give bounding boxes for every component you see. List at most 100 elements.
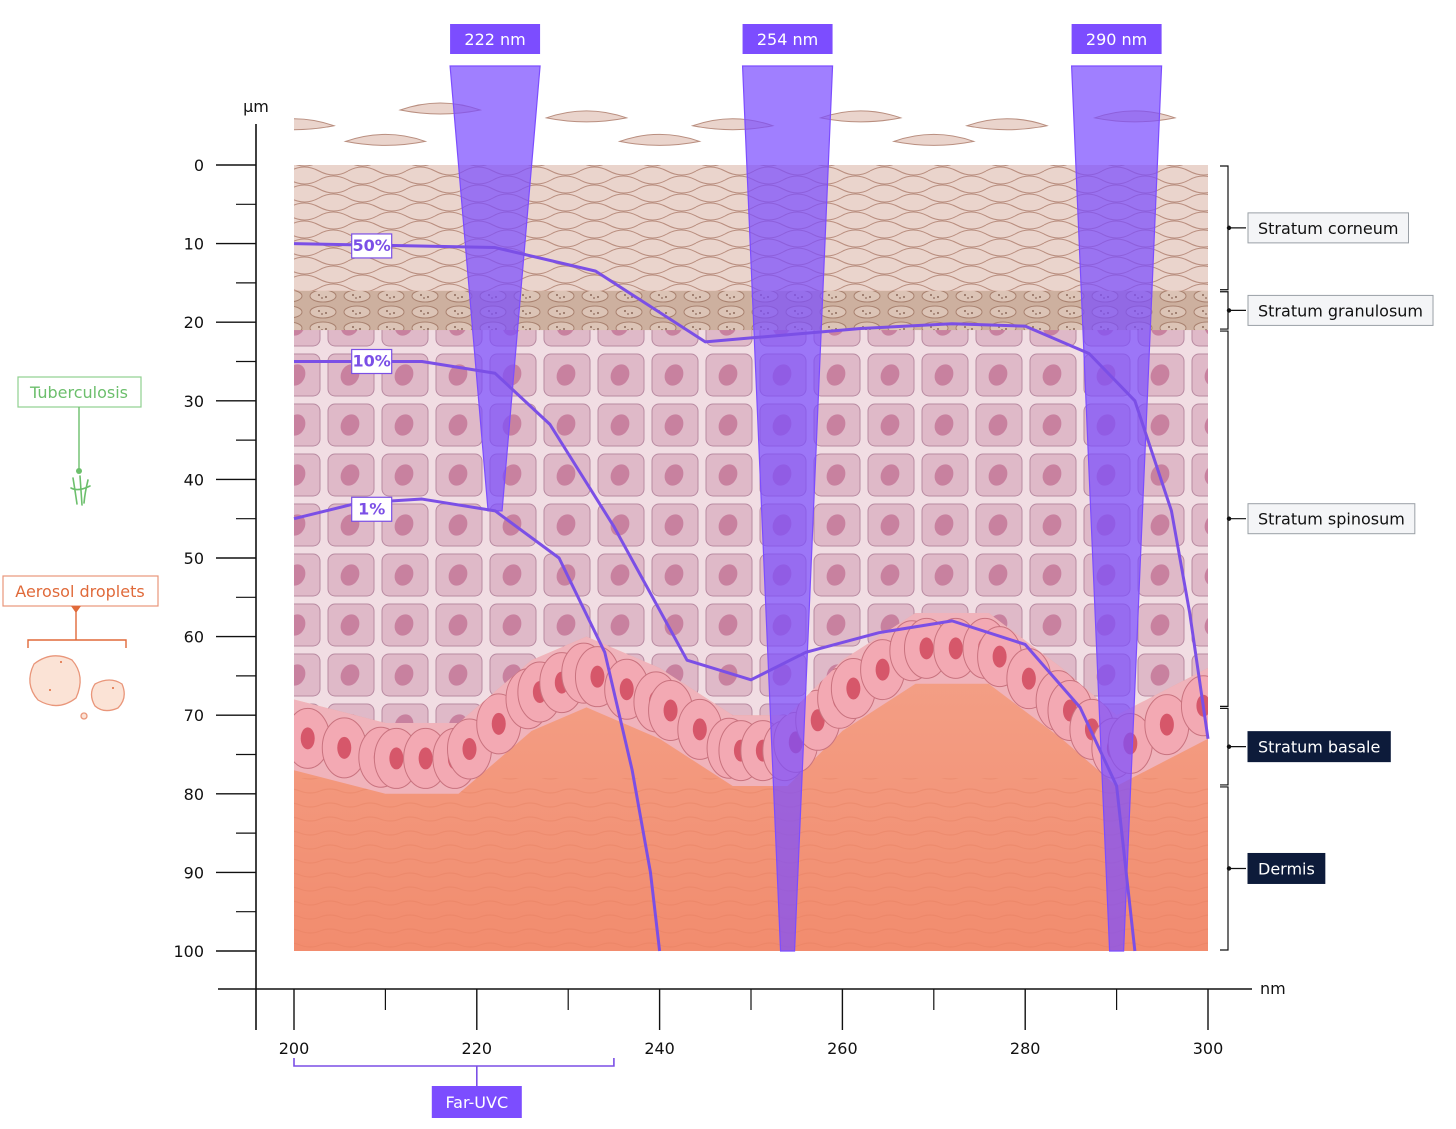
layer-stratum-basale: Stratum basale	[1220, 707, 1391, 786]
far-uvc-label-box	[431, 1086, 522, 1118]
x-tick-label: 280	[1010, 1039, 1041, 1058]
basal-cell-nucleus	[1021, 667, 1036, 690]
tuberculosis-connector-dot	[76, 468, 82, 474]
basal-cell-nucleus	[491, 712, 506, 735]
y-tick-label: 0	[194, 156, 204, 175]
aerosol-connector	[27, 606, 127, 648]
beam-label-box	[1071, 24, 1162, 54]
layer-label-box	[1247, 852, 1326, 884]
beam-label: 290 nm	[1086, 30, 1147, 49]
x-tick-label: 300	[1193, 1039, 1224, 1058]
layer-label-box	[1247, 212, 1409, 244]
far-uvc-label: Far-UVC	[445, 1093, 508, 1112]
beam-290: 290 nm	[1070, 24, 1163, 952]
stratum-spinosum-layer	[294, 330, 1208, 724]
layer-label: Stratum corneum	[1258, 219, 1399, 238]
layer-bracket	[1220, 707, 1246, 786]
curve-10pct	[294, 360, 1137, 952]
basal-cell-nucleus	[663, 699, 678, 722]
layer-bracket-dot	[1226, 225, 1232, 231]
skin-flake	[544, 110, 629, 123]
dermis-texture	[294, 778, 1208, 951]
x-ticks: 200 220 240 260 280 300	[279, 989, 1224, 1058]
layer-bracket	[1220, 786, 1246, 951]
basal-cell-nucleus	[418, 747, 433, 770]
skin-flake	[965, 118, 1049, 131]
x-tick-label: 240	[644, 1039, 675, 1058]
curve-label: 50%	[353, 236, 391, 255]
curve-50pct	[293, 242, 1210, 739]
y-axis-unit: µm	[243, 97, 269, 116]
transmission-curves: 50% 10% 1%	[293, 233, 1210, 952]
axes: µm nm 0 10 20 30 40 50 60 70 80 90 100 200 220 240 26…	[173, 97, 1285, 1058]
layer-bracket-dot	[1226, 516, 1232, 521]
skin-flake	[617, 133, 702, 146]
layer-bracket	[1220, 291, 1246, 330]
curve-label: 1%	[358, 499, 385, 518]
curve-label-box	[351, 496, 393, 522]
skin-cross-section	[294, 102, 1208, 951]
y-tick-label: 100	[173, 942, 204, 961]
beam-222: 222 nm	[449, 24, 541, 512]
layer-bracket-dot	[1226, 308, 1232, 313]
basal-cell-nucleus	[948, 637, 963, 660]
layer-bracket-dot	[1226, 866, 1232, 871]
basal-cell-nucleus	[692, 718, 707, 741]
stratum-granulosum-layer	[294, 290, 1208, 331]
y-tick-label: 20	[184, 313, 204, 332]
skin-flake	[891, 133, 976, 146]
layer-label-box	[1247, 294, 1434, 326]
beam-cone	[1070, 65, 1163, 952]
pathogen-key: Tuberculosis Aerosol droplets	[2, 376, 159, 720]
layer-label: Stratum basale	[1258, 738, 1380, 757]
layer-dermis: Dermis	[1220, 786, 1326, 951]
skin-flake	[343, 133, 428, 146]
x-axis-unit: nm	[1260, 979, 1286, 998]
aerosol-connector-arrow	[71, 606, 81, 613]
curve-label-box	[351, 348, 393, 375]
aerosol-label: Aerosol droplets	[15, 582, 144, 601]
layer-label: Stratum granulosum	[1258, 301, 1423, 320]
basal-cell-nucleus	[846, 677, 861, 700]
beam-cone	[741, 65, 834, 952]
beam-label-box	[742, 24, 833, 54]
beam-label: 222 nm	[464, 30, 525, 49]
layer-label: Dermis	[1258, 859, 1315, 878]
basal-cell-nucleus	[590, 665, 605, 688]
layer-stratum-granulosum: Stratum granulosum	[1220, 291, 1434, 330]
y-tick-label: 10	[184, 235, 204, 254]
layer-label-box	[1247, 731, 1391, 763]
layer-stratum-corneum: Stratum corneum	[1220, 165, 1409, 291]
layer-labels: Stratum corneum Stratum granulosum Stratum…	[1220, 165, 1434, 951]
beam-label: 254 nm	[757, 30, 818, 49]
curve-label-box	[351, 233, 393, 259]
basal-cell-nucleus	[389, 747, 404, 770]
droplet-icon	[29, 655, 125, 720]
y-tick-label: 50	[184, 549, 204, 568]
curve-label: 10%	[353, 352, 391, 371]
basal-cell-nucleus	[337, 736, 352, 759]
basal-cell-nucleus	[619, 678, 634, 701]
y-tick-label: 70	[184, 706, 204, 725]
y-ticks: 0 10 20 30 40 50 60 70 80 90 100	[173, 156, 256, 961]
tuberculosis-label: Tuberculosis	[29, 383, 128, 402]
y-tick-label: 30	[184, 392, 204, 411]
skin-flake	[294, 118, 336, 131]
y-tick-label: 60	[184, 628, 204, 647]
bacterium-icon	[70, 475, 91, 506]
x-tick-label: 200	[279, 1039, 310, 1058]
basal-cell-nucleus	[919, 637, 934, 660]
beam-254: 254 nm	[741, 24, 834, 952]
basal-cell-nucleus	[300, 727, 315, 750]
far-uvc-bracket	[293, 1058, 615, 1086]
aerosol-label-box	[2, 575, 159, 607]
skin-flake	[818, 110, 903, 123]
basal-cell-nucleus	[992, 645, 1007, 668]
x-tick-label: 260	[827, 1039, 858, 1058]
layer-stratum-spinosum: Stratum spinosum	[1220, 330, 1416, 707]
layer-label: Stratum spinosum	[1258, 510, 1405, 529]
y-tick-label: 90	[184, 863, 204, 882]
basal-cell-nucleus	[462, 737, 477, 760]
beam-cone	[449, 65, 541, 512]
